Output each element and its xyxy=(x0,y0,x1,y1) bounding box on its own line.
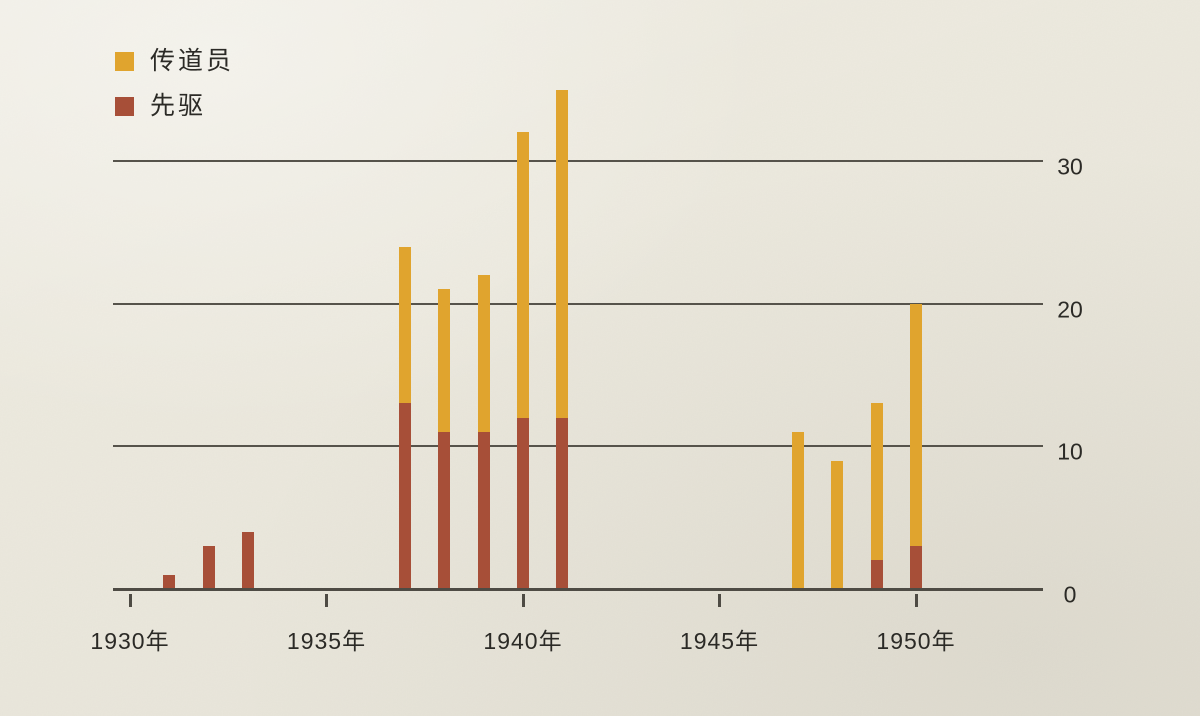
x-label-1950: 1950年 xyxy=(876,628,956,654)
y-label-0: 0 xyxy=(1063,581,1077,608)
bar-1938-publishers xyxy=(438,289,451,433)
bar-1940-publishers xyxy=(517,132,529,418)
x-tick-1940 xyxy=(521,594,525,607)
legend-item-pioneers: 先驱 xyxy=(115,89,234,123)
bar-1949-pioneers xyxy=(870,560,883,589)
bar-1941-publishers xyxy=(556,89,569,418)
bar-1939-publishers xyxy=(477,275,490,433)
x-label-1930: 1930年 xyxy=(90,628,170,654)
gridline-30 xyxy=(113,159,1043,162)
bar-1947-publishers xyxy=(792,432,805,589)
bar-1939-pioneers xyxy=(477,432,490,589)
y-label-20: 20 xyxy=(1057,296,1083,323)
gridline-20 xyxy=(113,302,1043,305)
x-label-1945: 1945年 xyxy=(679,628,760,654)
bar-1948-publishers xyxy=(831,460,844,589)
bar-1950-publishers xyxy=(910,303,922,547)
x-tick-1945 xyxy=(718,594,721,607)
y-label-30: 30 xyxy=(1057,153,1083,180)
x-label-1935: 1935年 xyxy=(286,628,367,654)
bar-1940-pioneers xyxy=(517,417,529,589)
bar-1950-pioneers xyxy=(910,546,922,589)
bar-1933-pioneers xyxy=(241,531,254,589)
pioneer-swatch-icon xyxy=(115,96,134,116)
gridline-10 xyxy=(113,445,1043,448)
legend-label-pioneers: 先驱 xyxy=(150,91,207,120)
legend-label-publishers: 传道员 xyxy=(150,46,235,75)
bar-1937-publishers xyxy=(399,246,412,404)
bar-1931-pioneers xyxy=(163,574,176,589)
legend: 传道员 先驱 xyxy=(115,44,234,134)
bar-1938-pioneers xyxy=(438,432,451,589)
bar-1941-pioneers xyxy=(556,417,569,589)
x-tick-1935 xyxy=(325,594,328,607)
x-tick-1950 xyxy=(914,594,918,607)
x-axis-line xyxy=(113,588,1043,591)
bar-1949-publishers xyxy=(870,403,883,561)
y-label-10: 10 xyxy=(1057,438,1083,465)
bar-1932-pioneers xyxy=(202,546,215,589)
x-tick-1930 xyxy=(128,594,132,607)
bar-1937-pioneers xyxy=(399,403,412,589)
x-label-1940: 1940年 xyxy=(483,628,563,654)
publisher-swatch-icon xyxy=(115,51,134,71)
legend-item-publishers: 传道员 xyxy=(115,44,234,78)
